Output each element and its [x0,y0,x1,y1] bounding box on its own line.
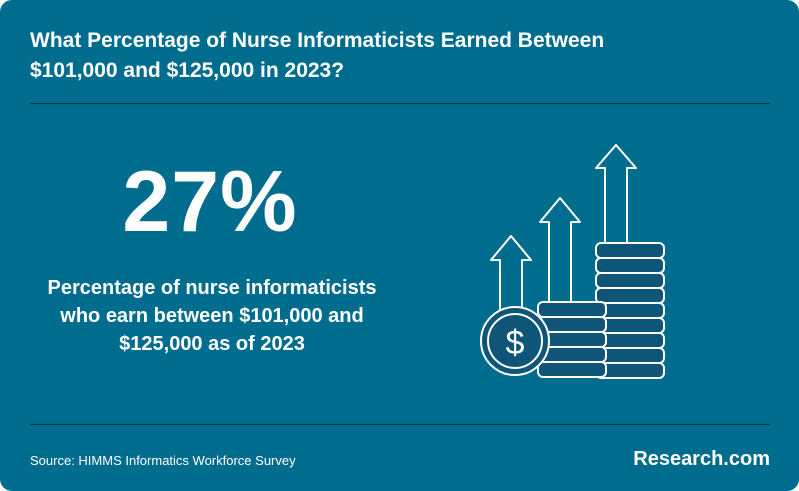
title-line-2: $101,000 and $125,000 in 2023? [30,59,345,82]
stat-description: Percentage of nurse informaticists who e… [30,274,394,358]
card-title: What Percentage of Nurse Informaticists … [30,26,750,86]
title-line-1: What Percentage of Nurse Informaticists … [30,29,605,52]
arrow-tall-icon [595,144,637,244]
top-divider [30,103,770,104]
stat-description-line-1: Percentage of nurse informaticists [47,277,377,299]
arrow-medium-icon [539,197,581,303]
bottom-divider [30,424,770,425]
stat-description-line-3: $125,000 as of 2023 [119,333,305,355]
stat-description-line-2: who earn between $101,000 and [60,305,364,327]
dollar-coin-icon [480,306,550,376]
dollar-symbol: $ [506,324,525,362]
arrow-short-icon [490,235,532,314]
brand-logo: Research.com [633,448,770,470]
source-caption: Source: HIMMS Informatics Workforce Surv… [30,453,296,468]
stat-value: 27% [122,154,298,250]
coins-growth-arrows-icon: $ [480,144,665,379]
